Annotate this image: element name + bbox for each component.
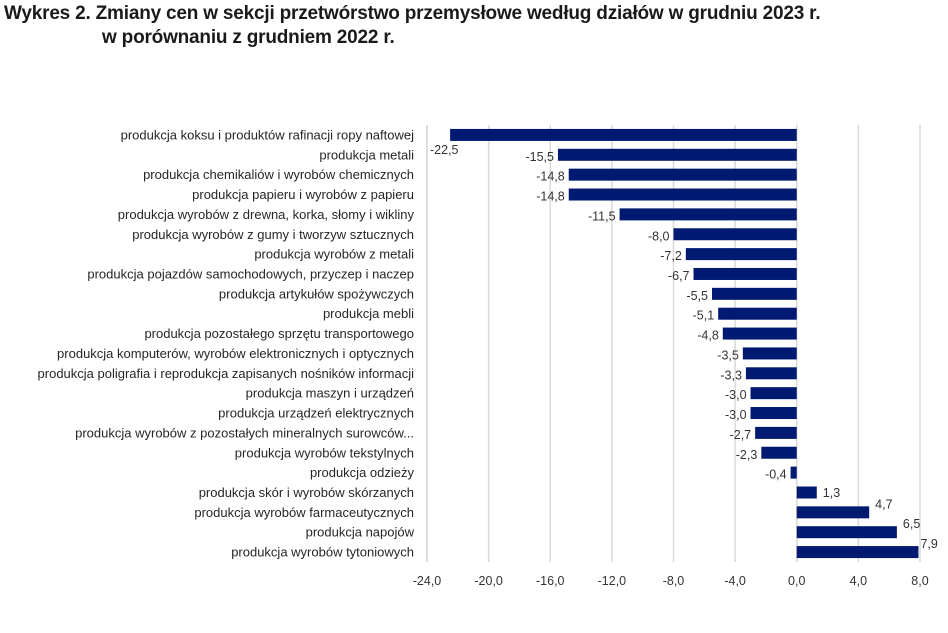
bar xyxy=(557,148,797,161)
bar xyxy=(718,307,797,320)
chart-title-line-1: Wykres 2. Zmiany cen w sekcji przetwórst… xyxy=(4,3,821,24)
value-label: -3,0 xyxy=(725,388,747,402)
bar xyxy=(568,168,797,181)
chart-title-line-2: w porównaniu z grudniem 2022 r. xyxy=(102,27,395,48)
bar xyxy=(796,506,870,519)
category-label: produkcja urządzeń elektrycznych xyxy=(218,406,414,421)
value-label: -15,5 xyxy=(525,150,554,164)
category-label: produkcja poligrafia i reprodukcja zapis… xyxy=(38,366,415,381)
x-tick-label: 0,0 xyxy=(788,574,805,588)
bar xyxy=(722,327,797,340)
value-label: 4,7 xyxy=(875,497,892,511)
value-label: -14,8 xyxy=(536,170,565,184)
x-tick-label: -12,0 xyxy=(598,574,627,588)
bar xyxy=(712,287,797,300)
x-tick-label: 4,0 xyxy=(850,574,867,588)
category-label: produkcja chemikaliów i wyrobów chemiczn… xyxy=(143,167,414,182)
category-labels: produkcja koksu i produktów rafinacji ro… xyxy=(38,127,415,559)
value-label: 6,5 xyxy=(903,517,920,531)
category-label: produkcja maszyn i urządzeń xyxy=(246,386,414,401)
value-label: 7,9 xyxy=(920,537,937,551)
bar xyxy=(745,367,797,380)
bar xyxy=(742,347,797,360)
category-label: produkcja komputerów, wyrobów elektronic… xyxy=(57,346,414,361)
bar xyxy=(568,188,797,201)
bar xyxy=(761,446,797,459)
bar xyxy=(750,407,797,420)
value-label: -4,8 xyxy=(697,329,719,343)
category-label: produkcja wyrobów z metali xyxy=(254,247,414,262)
bar xyxy=(790,466,797,479)
value-labels: -22,5 -15,5 -14,8 -14,8 -11,5 -8,0 -7,2 -6,7 -5,… xyxy=(430,143,938,551)
category-label: produkcja artykułów spożywczych xyxy=(219,286,414,301)
value-label: -8,0 xyxy=(648,229,670,243)
category-label: produkcja wyrobów tekstylnych xyxy=(235,445,414,460)
x-tick-label: -24,0 xyxy=(413,574,442,588)
bar xyxy=(619,208,797,221)
value-label: -22,5 xyxy=(430,143,459,157)
value-label: -2,7 xyxy=(730,428,752,442)
category-label: produkcja koksu i produktów rafinacji ro… xyxy=(121,127,414,142)
x-tick-label: -16,0 xyxy=(536,574,565,588)
category-label: produkcja wyrobów tytoniowych xyxy=(231,545,414,560)
category-label: produkcja metali xyxy=(319,147,414,162)
x-tick-label: 8,0 xyxy=(911,574,928,588)
category-label: produkcja napojów xyxy=(306,525,415,540)
bar xyxy=(796,526,897,539)
value-label: -7,2 xyxy=(660,249,682,263)
value-label: -3,5 xyxy=(717,348,739,362)
x-tick-label: -4,0 xyxy=(724,574,746,588)
value-label: -14,8 xyxy=(536,190,565,204)
value-label: -3,0 xyxy=(725,408,747,422)
category-label: produkcja wyrobów z gumy i tworzyw sztuc… xyxy=(132,227,414,242)
value-label: -6,7 xyxy=(668,269,690,283)
chart-title: Wykres 2. Zmiany cen w sekcji przetwórst… xyxy=(4,2,821,50)
category-label: produkcja wyrobów z pozostałych mineraln… xyxy=(75,425,414,440)
bars xyxy=(450,128,919,559)
bar xyxy=(673,228,797,241)
bar xyxy=(693,267,797,280)
category-label: produkcja papieru i wyrobów z papieru xyxy=(192,187,414,202)
x-tick-label: -20,0 xyxy=(474,574,503,588)
category-label: produkcja pozostałego sprzętu transporto… xyxy=(144,326,414,341)
bar xyxy=(750,387,797,400)
value-label: 1,3 xyxy=(823,486,840,500)
bar xyxy=(685,248,797,261)
category-label: produkcja wyrobów z drewna, korka, słomy… xyxy=(118,207,415,222)
value-label: -11,5 xyxy=(588,209,616,223)
x-axis: -24,0 -20,0 -16,0 -12,0 -8,0 -4,0 0,0 4,0 8,0 xyxy=(413,125,929,588)
bar xyxy=(450,128,797,141)
bar xyxy=(796,546,919,559)
category-label: produkcja skór i wyrobów skórzanych xyxy=(199,485,414,500)
category-label: produkcja wyrobów farmaceutycznych xyxy=(194,505,414,520)
category-label: produkcja mebli xyxy=(323,306,414,321)
category-label: produkcja odzieży xyxy=(310,465,415,480)
value-label: -3,3 xyxy=(720,368,742,382)
value-label: -5,1 xyxy=(693,309,715,323)
category-label: produkcja pojazdów samochodowych, przycz… xyxy=(87,266,414,281)
value-label: -2,3 xyxy=(736,448,758,462)
bar xyxy=(796,486,817,499)
x-tick-label: -8,0 xyxy=(663,574,685,588)
value-label: -5,5 xyxy=(686,289,708,303)
value-label: -0,4 xyxy=(765,468,787,482)
bar xyxy=(755,426,797,439)
